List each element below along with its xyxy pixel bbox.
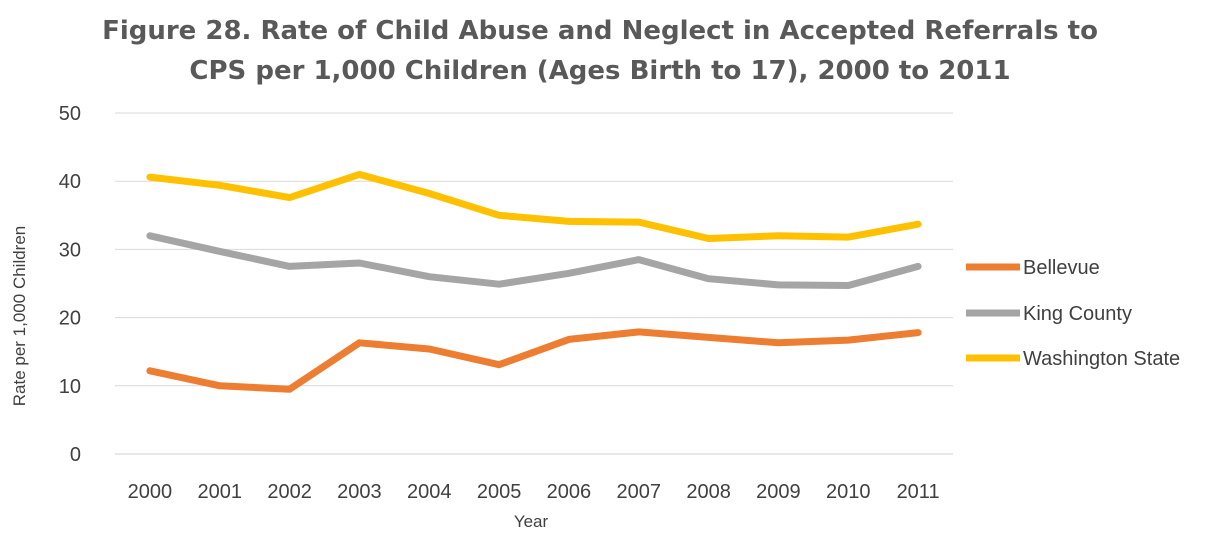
y-axis-ticks: 0 10 20 30 40 50 xyxy=(59,103,81,466)
legend-item: Washington State xyxy=(966,348,1180,370)
chart-title: Figure 28. Rate of Child Abuse and Negle… xyxy=(102,16,1098,86)
x-axis-title: Year xyxy=(514,512,549,531)
y-tick-label: 0 xyxy=(70,444,81,466)
y-tick-label: 40 xyxy=(59,171,81,193)
legend-label: Washington State xyxy=(1023,348,1180,370)
series-lines xyxy=(146,170,922,393)
chart-title-line-2: CPS per 1,000 Children (Ages Birth to 17… xyxy=(189,56,1010,86)
series-line-washington-state xyxy=(146,170,922,242)
x-tick-label: 2004 xyxy=(407,481,452,503)
legend-label: Bellevue xyxy=(1023,257,1100,279)
y-tick-label: 30 xyxy=(59,239,81,261)
x-tick-label: 2003 xyxy=(337,481,382,503)
x-tick-label: 2007 xyxy=(617,481,662,503)
y-axis-title: Rate per 1,000 Children xyxy=(10,226,29,407)
y-tick-label: 50 xyxy=(59,103,81,125)
x-tick-label: 2010 xyxy=(826,481,871,503)
legend-label: King County xyxy=(1023,303,1132,325)
x-tick-label: 2000 xyxy=(128,481,173,503)
series-line-king-county xyxy=(146,232,922,289)
series-line-bellevue xyxy=(146,328,922,393)
x-tick-label: 2009 xyxy=(756,481,801,503)
x-tick-label: 2011 xyxy=(897,481,940,503)
x-tick-label: 2002 xyxy=(267,481,312,503)
x-axis-ticks: 2000 2001 2002 2003 2004 2005 2006 2007 2008 2009… xyxy=(128,481,940,503)
y-tick-label: 10 xyxy=(59,376,81,398)
y-tick-label: 20 xyxy=(59,308,81,330)
x-tick-label: 2005 xyxy=(477,481,522,503)
x-tick-label: 2006 xyxy=(547,481,592,503)
chart-title-line-1: Figure 28. Rate of Child Abuse and Negle… xyxy=(102,16,1098,46)
legend-item: Bellevue xyxy=(966,257,1100,279)
legend-item: King County xyxy=(966,303,1132,325)
legend: Bellevue King County Washington State xyxy=(966,257,1180,370)
x-tick-label: 2001 xyxy=(198,481,243,503)
x-tick-label: 2008 xyxy=(686,481,731,503)
